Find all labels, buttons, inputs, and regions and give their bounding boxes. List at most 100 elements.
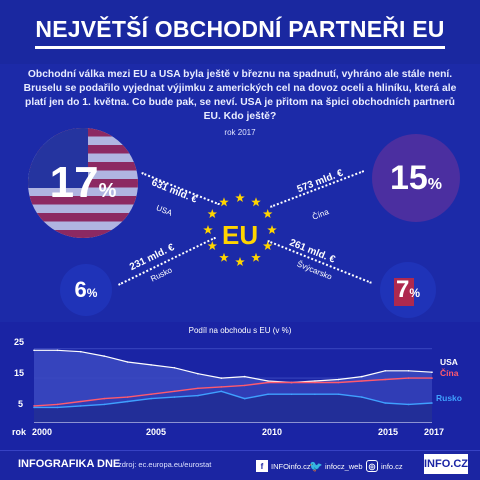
point-usa: [361, 375, 363, 378]
point-china: [267, 381, 269, 384]
x-tick-2017: 2017: [424, 427, 445, 437]
point-usa: [243, 375, 246, 378]
point-china: [56, 403, 59, 406]
eu-label: EU: [222, 220, 259, 250]
year-label: rok 2017: [224, 128, 256, 137]
point-russia: [80, 405, 82, 407]
usa-label: USA: [154, 203, 174, 218]
x-tick-2005: 2005: [146, 427, 167, 437]
point-usa: [407, 370, 410, 372]
russia-share-value: 6: [74, 277, 87, 302]
switzerland-share-value: 7: [395, 276, 410, 303]
russia-share: 6%: [75, 277, 98, 303]
point-china: [243, 384, 246, 387]
usa-flag-icon: [28, 128, 138, 238]
point-usa: [197, 372, 199, 375]
line-china: [33, 377, 432, 407]
eu-star: [219, 197, 229, 207]
point-china: [407, 377, 410, 379]
point-usa: [314, 380, 316, 382]
y-tick-5: 5: [18, 399, 24, 409]
instagram-handle: info.cz: [381, 461, 403, 471]
point-russia: [267, 393, 269, 395]
chart-title: Podíl na obchodu s EU (v %): [188, 326, 292, 335]
point-russia: [33, 406, 35, 409]
eu-star: [251, 197, 261, 207]
point-usa: [220, 377, 223, 379]
point-russia: [103, 403, 105, 406]
point-russia: [337, 393, 340, 395]
instagram-link[interactable]: ◎ info.cz: [366, 460, 403, 472]
point-usa: [384, 370, 387, 372]
eu-star: [219, 252, 229, 262]
point-usa: [126, 361, 129, 363]
point-china: [384, 378, 387, 381]
point-china: [290, 381, 293, 384]
usa-share-sign: %: [98, 180, 117, 202]
point-russia: [407, 403, 410, 406]
point-china: [80, 400, 82, 403]
point-usa: [33, 349, 35, 352]
point-china: [431, 377, 433, 379]
china-share: 15%: [390, 159, 442, 198]
switzerland-share: 7%: [396, 276, 420, 304]
facebook-link[interactable]: f INFOinfo.cz: [256, 460, 311, 472]
point-china: [314, 381, 316, 384]
eu-star: [207, 209, 218, 219]
x-tick-2000: 2000: [32, 427, 53, 437]
eu-star: [251, 252, 261, 262]
point-china: [150, 393, 152, 395]
facebook-handle: INFOinfo.cz: [271, 461, 311, 471]
eu-star: [203, 225, 213, 235]
eu-stars-icon: [203, 193, 277, 267]
point-russia: [56, 406, 59, 409]
point-russia: [126, 400, 129, 403]
point-usa: [80, 350, 82, 353]
line-russia: [34, 390, 433, 409]
series-label-china: Čína: [440, 368, 459, 378]
point-usa: [56, 349, 59, 352]
point-usa: [267, 380, 269, 382]
switzerland-circle: 7%: [380, 262, 436, 318]
point-usa: [103, 355, 105, 357]
series-label-usa: USA: [440, 357, 458, 367]
usa-share-value: 17: [49, 158, 99, 207]
point-china: [337, 381, 340, 384]
line-usa: [34, 349, 433, 384]
point-china: [126, 396, 129, 398]
point-russia: [197, 394, 199, 397]
china-share-sign: %: [427, 175, 443, 193]
eu-star: [235, 257, 245, 267]
footer: [0, 450, 480, 480]
switzerland-share-sign: %: [409, 286, 421, 300]
trade-share-chart: [33, 348, 433, 423]
point-russia: [431, 402, 433, 404]
point-china: [173, 390, 176, 393]
point-usa: [173, 367, 176, 369]
point-russia: [173, 396, 176, 398]
facebook-icon: f: [256, 460, 268, 472]
usa-amount: 631 mld. €: [149, 177, 199, 206]
point-china: [33, 405, 35, 407]
point-usa: [337, 378, 340, 381]
eu-star: [262, 209, 273, 219]
point-russia: [220, 390, 223, 393]
y-tick-15: 15: [14, 368, 25, 378]
eu-star: [235, 193, 245, 203]
area-russia: [34, 391, 432, 422]
usa-share: 17%: [50, 158, 117, 208]
x-tick-2010: 2010: [262, 427, 283, 437]
twitter-link[interactable]: 🐦 infocz_web: [309, 460, 362, 473]
point-usa: [431, 371, 433, 373]
point-china: [197, 387, 199, 390]
header: NEJVĚTŠÍ OBCHODNÍ PARTNEŘI EU: [0, 0, 480, 64]
point-russia: [150, 397, 152, 400]
footer-source: zdroj: ec.europa.eu/eurostat: [118, 460, 212, 469]
point-usa: [150, 364, 152, 366]
intro-text: Obchodní válka mezi EU a USA byla ještě …: [23, 69, 457, 122]
eu-star: [207, 241, 218, 251]
china-circle: 15%: [372, 134, 460, 222]
y-tick-25: 25: [14, 337, 25, 347]
x-tick-2015: 2015: [378, 427, 399, 437]
point-china: [103, 397, 105, 400]
